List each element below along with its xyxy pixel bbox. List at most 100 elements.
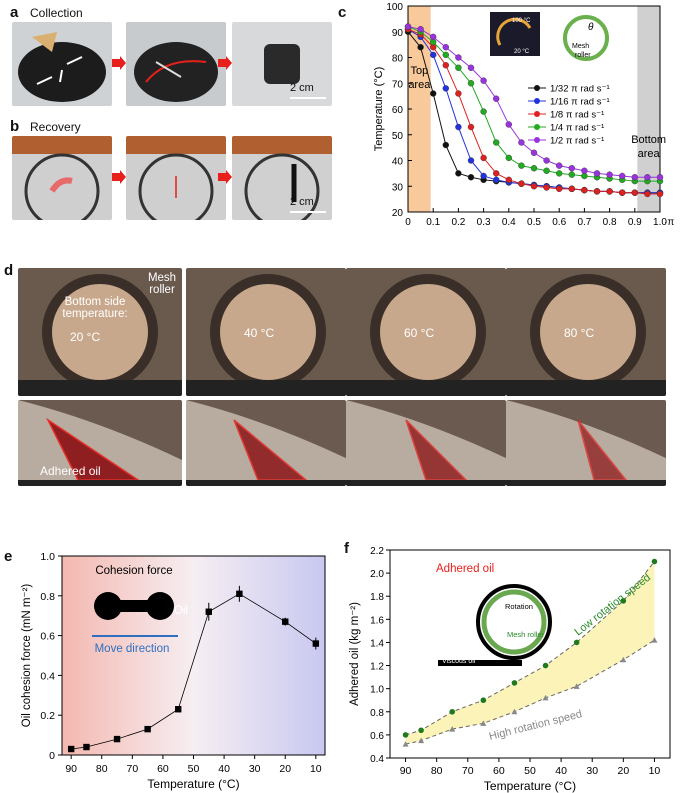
collection-photo-1 — [12, 22, 112, 106]
data-point — [455, 170, 462, 177]
data-point — [467, 80, 475, 87]
data-point — [644, 190, 651, 198]
y-tick-label: 1.2 — [370, 662, 384, 673]
data-point — [656, 174, 664, 181]
data-point — [480, 77, 487, 84]
data-point — [417, 44, 424, 51]
panel-a-title: Collection — [30, 6, 83, 20]
oil-closeup-photo — [506, 400, 666, 486]
x-tick-label: 50 — [524, 765, 536, 777]
data-point — [83, 743, 90, 751]
y-tick-label: 1.4 — [370, 638, 384, 649]
data-point — [442, 85, 450, 92]
data-point — [492, 139, 500, 146]
cohesion-label: Cohesion force — [95, 565, 172, 577]
data-point — [518, 162, 525, 169]
band-label: Top — [410, 65, 428, 77]
x-tick-label: 0.7 — [577, 217, 591, 228]
x-unit-label: ·π — [664, 217, 674, 228]
data-point — [651, 558, 658, 565]
band-label: Bottom — [631, 134, 666, 146]
data-point — [429, 51, 437, 59]
y-axis-label: Temperature (°C) — [373, 67, 385, 151]
y-tick-label: 0.6 — [40, 631, 55, 643]
data-point — [455, 64, 462, 72]
data-point — [442, 62, 450, 69]
x-axis-label: θ (rad) — [518, 231, 551, 232]
panel-a-letter: a — [10, 4, 19, 21]
legend-label: 1/8 π rad s⁻¹ — [550, 110, 604, 121]
temperature-label: 40 °C — [244, 326, 275, 340]
adhered-oil-label: Adhered oil — [436, 563, 494, 575]
inset-roller-label: roller — [575, 52, 591, 59]
x-tick-label: 1.0 — [653, 217, 667, 228]
plot-frame — [61, 555, 326, 756]
viscous-oil-label: Viscous oil — [442, 658, 476, 665]
y-tick-label: 1.6 — [370, 615, 384, 626]
x-tick-label: 10 — [310, 763, 322, 775]
data-point — [568, 185, 576, 193]
data-point — [644, 174, 651, 181]
data-point — [518, 139, 525, 146]
data-point — [480, 108, 487, 115]
data-point — [480, 720, 487, 726]
y-tick-label: 20 — [392, 208, 404, 219]
data-point — [417, 25, 424, 33]
data-point — [418, 727, 424, 734]
collection-scale: 2 cm — [290, 82, 314, 94]
y-tick-label: 1.0 — [370, 685, 384, 696]
x-tick-label: 90 — [400, 765, 412, 777]
recovery-scale: 2 cm — [290, 196, 314, 208]
y-axis-label: Adhered oil (kg m⁻²) — [349, 602, 361, 706]
recovery-photo-3: 2 cm — [232, 136, 332, 220]
cohesion-chart: 0 0.2 0.4 0.6 0.8 1.0 90 80 70 60 50 40 30 20 10 Temper… — [21, 551, 326, 791]
data-point — [555, 185, 563, 193]
legend-marker — [534, 85, 540, 91]
legend-marker — [534, 98, 540, 104]
roller-photo — [186, 268, 346, 396]
y-tick-label: 0.8 — [40, 591, 55, 603]
data-point — [530, 165, 538, 172]
oil-closeup-photo — [186, 400, 346, 486]
data-point — [402, 741, 409, 747]
data-point — [282, 618, 289, 625]
y-tick-label: 50 — [392, 131, 404, 142]
y-tick-label: 0.4 — [370, 754, 384, 765]
arrow-right-icon — [218, 170, 232, 184]
data-point — [568, 171, 576, 178]
roller-photo — [346, 268, 506, 396]
roller-circle — [563, 15, 609, 61]
data-point — [511, 680, 518, 686]
x-axis-label: Temperature (°C) — [147, 777, 239, 791]
recovery-photo-1 — [12, 136, 112, 220]
x-tick-label: 60 — [493, 765, 505, 777]
y-tick-label: 100 — [386, 2, 403, 13]
data-point — [620, 598, 627, 604]
legend-marker — [534, 137, 540, 143]
data-point — [606, 188, 613, 195]
roller-mesh — [481, 589, 547, 655]
temperature-label: 80 °C — [564, 326, 595, 340]
y-tick-label: 0.2 — [40, 710, 55, 722]
data-point — [631, 189, 638, 196]
data-point — [429, 33, 437, 41]
data-point — [555, 170, 563, 177]
data-point — [205, 608, 212, 615]
bottom-temp-label: Bottom side temperature: — [62, 296, 128, 320]
data-point — [606, 171, 613, 178]
data-point — [542, 694, 549, 701]
legend-label: 1/32 π rad s⁻¹ — [550, 84, 610, 95]
inset-roller-diagram: 100 °C 20 °C θ Mesh roller — [490, 12, 609, 61]
data-point — [543, 184, 550, 191]
band-area — [408, 6, 431, 212]
x-tick-label: 90 — [65, 763, 77, 775]
y-tick-label: 1.0 — [40, 551, 55, 563]
arrow-right-icon — [218, 56, 232, 70]
thermal-ring — [496, 17, 532, 46]
band-area — [637, 6, 660, 212]
data-point — [480, 697, 487, 704]
y-tick-label: 1.8 — [370, 592, 384, 603]
panel-c-letter: c — [338, 4, 347, 21]
data-point — [530, 183, 538, 190]
data-point — [404, 23, 412, 30]
